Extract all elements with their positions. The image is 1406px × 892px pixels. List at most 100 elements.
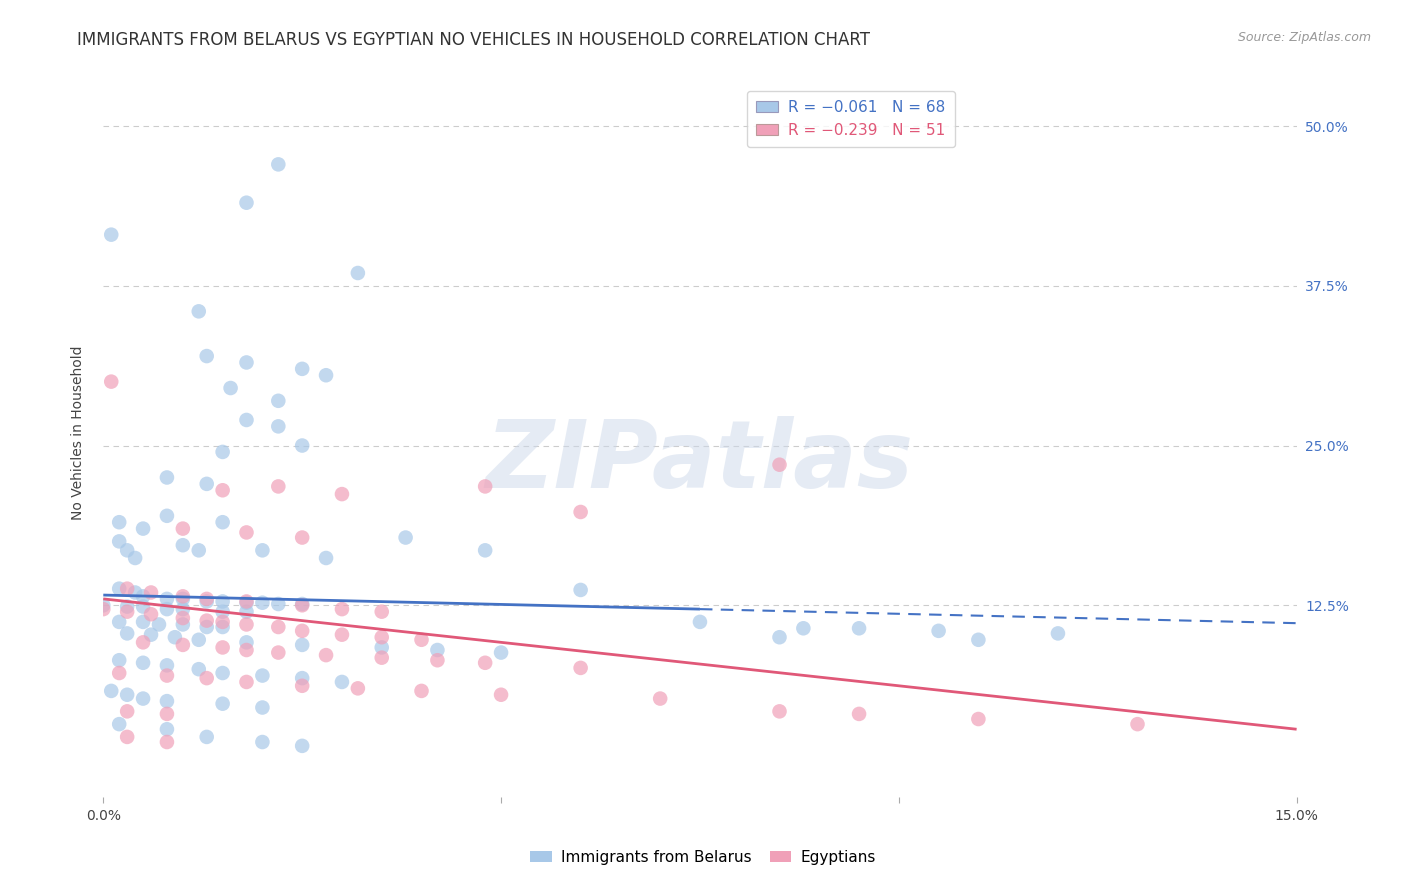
- Point: [792, 621, 814, 635]
- Point: [569, 505, 592, 519]
- Point: [291, 739, 314, 753]
- Point: [474, 479, 496, 493]
- Point: [195, 591, 218, 606]
- Text: Source: ZipAtlas.com: Source: ZipAtlas.com: [1237, 31, 1371, 45]
- Point: [267, 393, 290, 408]
- Point: [235, 594, 257, 608]
- Point: [768, 458, 790, 472]
- Point: [115, 730, 138, 744]
- Point: [156, 723, 179, 737]
- Point: [315, 648, 337, 662]
- Point: [371, 640, 394, 655]
- Point: [124, 551, 146, 566]
- Point: [474, 543, 496, 558]
- Point: [211, 640, 233, 655]
- Point: [235, 617, 257, 632]
- Point: [235, 596, 257, 610]
- Point: [187, 632, 209, 647]
- Point: [291, 438, 314, 452]
- Point: [172, 522, 194, 536]
- Point: [172, 611, 194, 625]
- Point: [291, 362, 314, 376]
- Point: [267, 479, 290, 493]
- Point: [132, 656, 155, 670]
- Point: [426, 643, 449, 657]
- Point: [315, 551, 337, 566]
- Point: [252, 543, 274, 558]
- Point: [163, 630, 186, 644]
- Point: [1126, 717, 1149, 731]
- Point: [132, 615, 155, 629]
- Point: [132, 691, 155, 706]
- Point: [569, 661, 592, 675]
- Point: [330, 602, 353, 616]
- Point: [371, 605, 394, 619]
- Point: [172, 602, 194, 616]
- Point: [156, 658, 179, 673]
- Point: [689, 615, 711, 629]
- Point: [967, 712, 990, 726]
- Point: [172, 538, 194, 552]
- Point: [132, 635, 155, 649]
- Point: [172, 638, 194, 652]
- Point: [768, 630, 790, 644]
- Point: [211, 615, 233, 629]
- Text: ZIPatlas: ZIPatlas: [486, 416, 914, 508]
- Point: [91, 599, 114, 613]
- Point: [411, 632, 433, 647]
- Point: [91, 602, 114, 616]
- Point: [267, 419, 290, 434]
- Point: [967, 632, 990, 647]
- Point: [156, 668, 179, 682]
- Point: [330, 487, 353, 501]
- Point: [211, 605, 233, 619]
- Point: [252, 668, 274, 682]
- Legend: Immigrants from Belarus, Egyptians: Immigrants from Belarus, Egyptians: [524, 844, 882, 871]
- Point: [291, 671, 314, 685]
- Point: [211, 515, 233, 529]
- Point: [100, 227, 122, 242]
- Point: [768, 704, 790, 718]
- Point: [211, 620, 233, 634]
- Point: [291, 679, 314, 693]
- Point: [108, 717, 131, 731]
- Point: [291, 638, 314, 652]
- Point: [371, 630, 394, 644]
- Point: [195, 671, 218, 685]
- Point: [1046, 626, 1069, 640]
- Point: [108, 582, 131, 596]
- Point: [132, 590, 155, 604]
- Point: [252, 735, 274, 749]
- Point: [156, 470, 179, 484]
- Point: [291, 531, 314, 545]
- Point: [187, 304, 209, 318]
- Point: [100, 375, 122, 389]
- Point: [235, 355, 257, 369]
- Point: [148, 617, 170, 632]
- Point: [115, 605, 138, 619]
- Point: [235, 605, 257, 619]
- Point: [569, 582, 592, 597]
- Point: [330, 675, 353, 690]
- Point: [187, 662, 209, 676]
- Point: [132, 522, 155, 536]
- Point: [291, 597, 314, 611]
- Point: [139, 628, 162, 642]
- Point: [108, 534, 131, 549]
- Point: [108, 515, 131, 529]
- Point: [267, 597, 290, 611]
- Point: [172, 617, 194, 632]
- Point: [235, 643, 257, 657]
- Point: [267, 620, 290, 634]
- Point: [411, 684, 433, 698]
- Point: [371, 650, 394, 665]
- Point: [115, 543, 138, 558]
- Point: [211, 697, 233, 711]
- Point: [235, 413, 257, 427]
- Point: [115, 704, 138, 718]
- Point: [100, 684, 122, 698]
- Point: [235, 525, 257, 540]
- Point: [330, 628, 353, 642]
- Point: [848, 621, 870, 635]
- Point: [156, 591, 179, 606]
